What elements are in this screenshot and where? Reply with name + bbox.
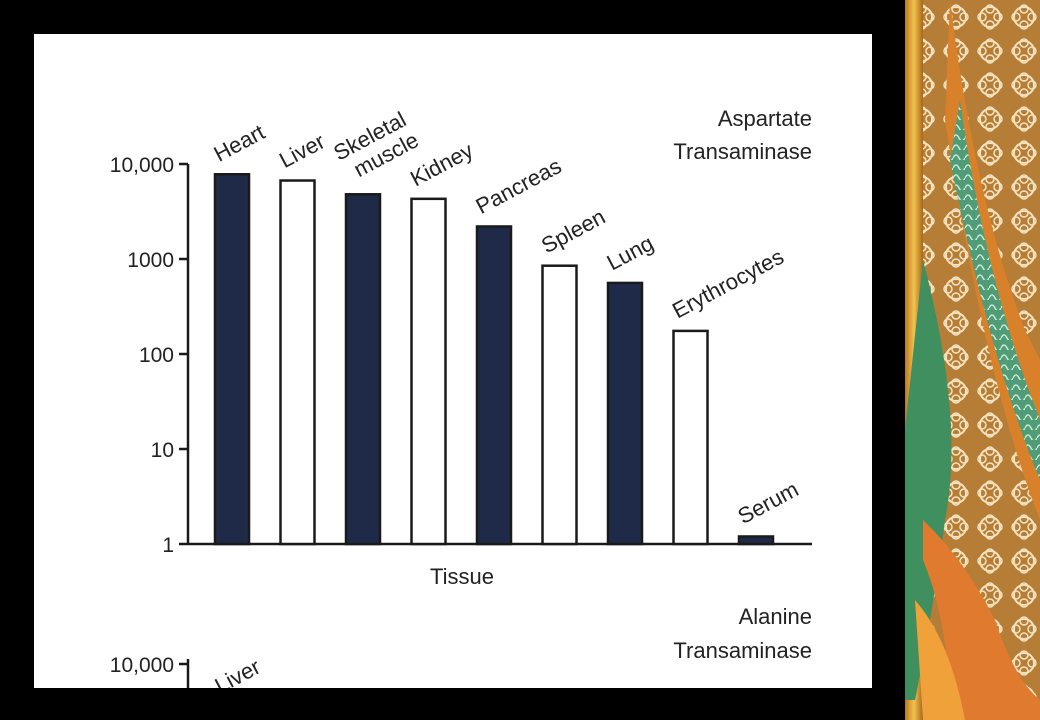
second-category-label-group: Liver [211, 654, 265, 688]
category-label-group: Heart [210, 119, 269, 166]
x-axis-title: Tissue [430, 564, 494, 589]
y-tick-label: 1 [162, 534, 174, 557]
category-label-pancreas: Pancreas [472, 153, 566, 219]
y-tick-label: 100 [139, 344, 174, 367]
chart-panel: 1 10 100 1000 10,000 Heart Liver Skeletal muscle… [34, 34, 872, 688]
bar-heart [213, 173, 251, 546]
y-tick-label: 1000 [127, 249, 174, 272]
bar-spleen [541, 264, 578, 546]
bar-skeletal [344, 193, 382, 546]
category-label-group: Spleen [537, 204, 609, 258]
bar-lung [606, 281, 644, 546]
category-label-lung: Lung [603, 230, 658, 275]
bar-kidney [410, 197, 447, 546]
bar-pancreas [475, 225, 513, 546]
bar-serum [737, 535, 775, 546]
y-tick-label: 10 [151, 439, 174, 462]
category-label-group: Erythrocytes [668, 244, 788, 323]
chart-title-line: Transaminase [673, 139, 812, 164]
category-label-heart: Heart [210, 119, 269, 166]
category-label-group: Liver [275, 128, 329, 172]
category-label-group: Pancreas [472, 153, 566, 219]
category-label-spleen: Spleen [537, 204, 609, 258]
category-label-erythrocytes: Erythrocytes [668, 244, 788, 323]
category-label-liver: Liver [275, 128, 329, 172]
category-label-serum: Serum [734, 476, 803, 528]
second-category-label-liver: Liver [211, 654, 265, 688]
second-chart-title-line: Alanine [739, 604, 812, 629]
category-label-group: Lung [603, 230, 658, 275]
y-tick-label: 10,000 [110, 154, 174, 177]
category-label-group: Serum [734, 476, 803, 528]
second-chart-title-line: Transaminase [673, 638, 812, 663]
chart-title-line: Aspartate [718, 106, 812, 131]
bar-erythrocytes [672, 329, 709, 546]
second-y-tick-label: 10,000 [110, 654, 174, 677]
bar-liver [279, 179, 316, 546]
floral-pattern-strip-icon [905, 0, 1040, 720]
